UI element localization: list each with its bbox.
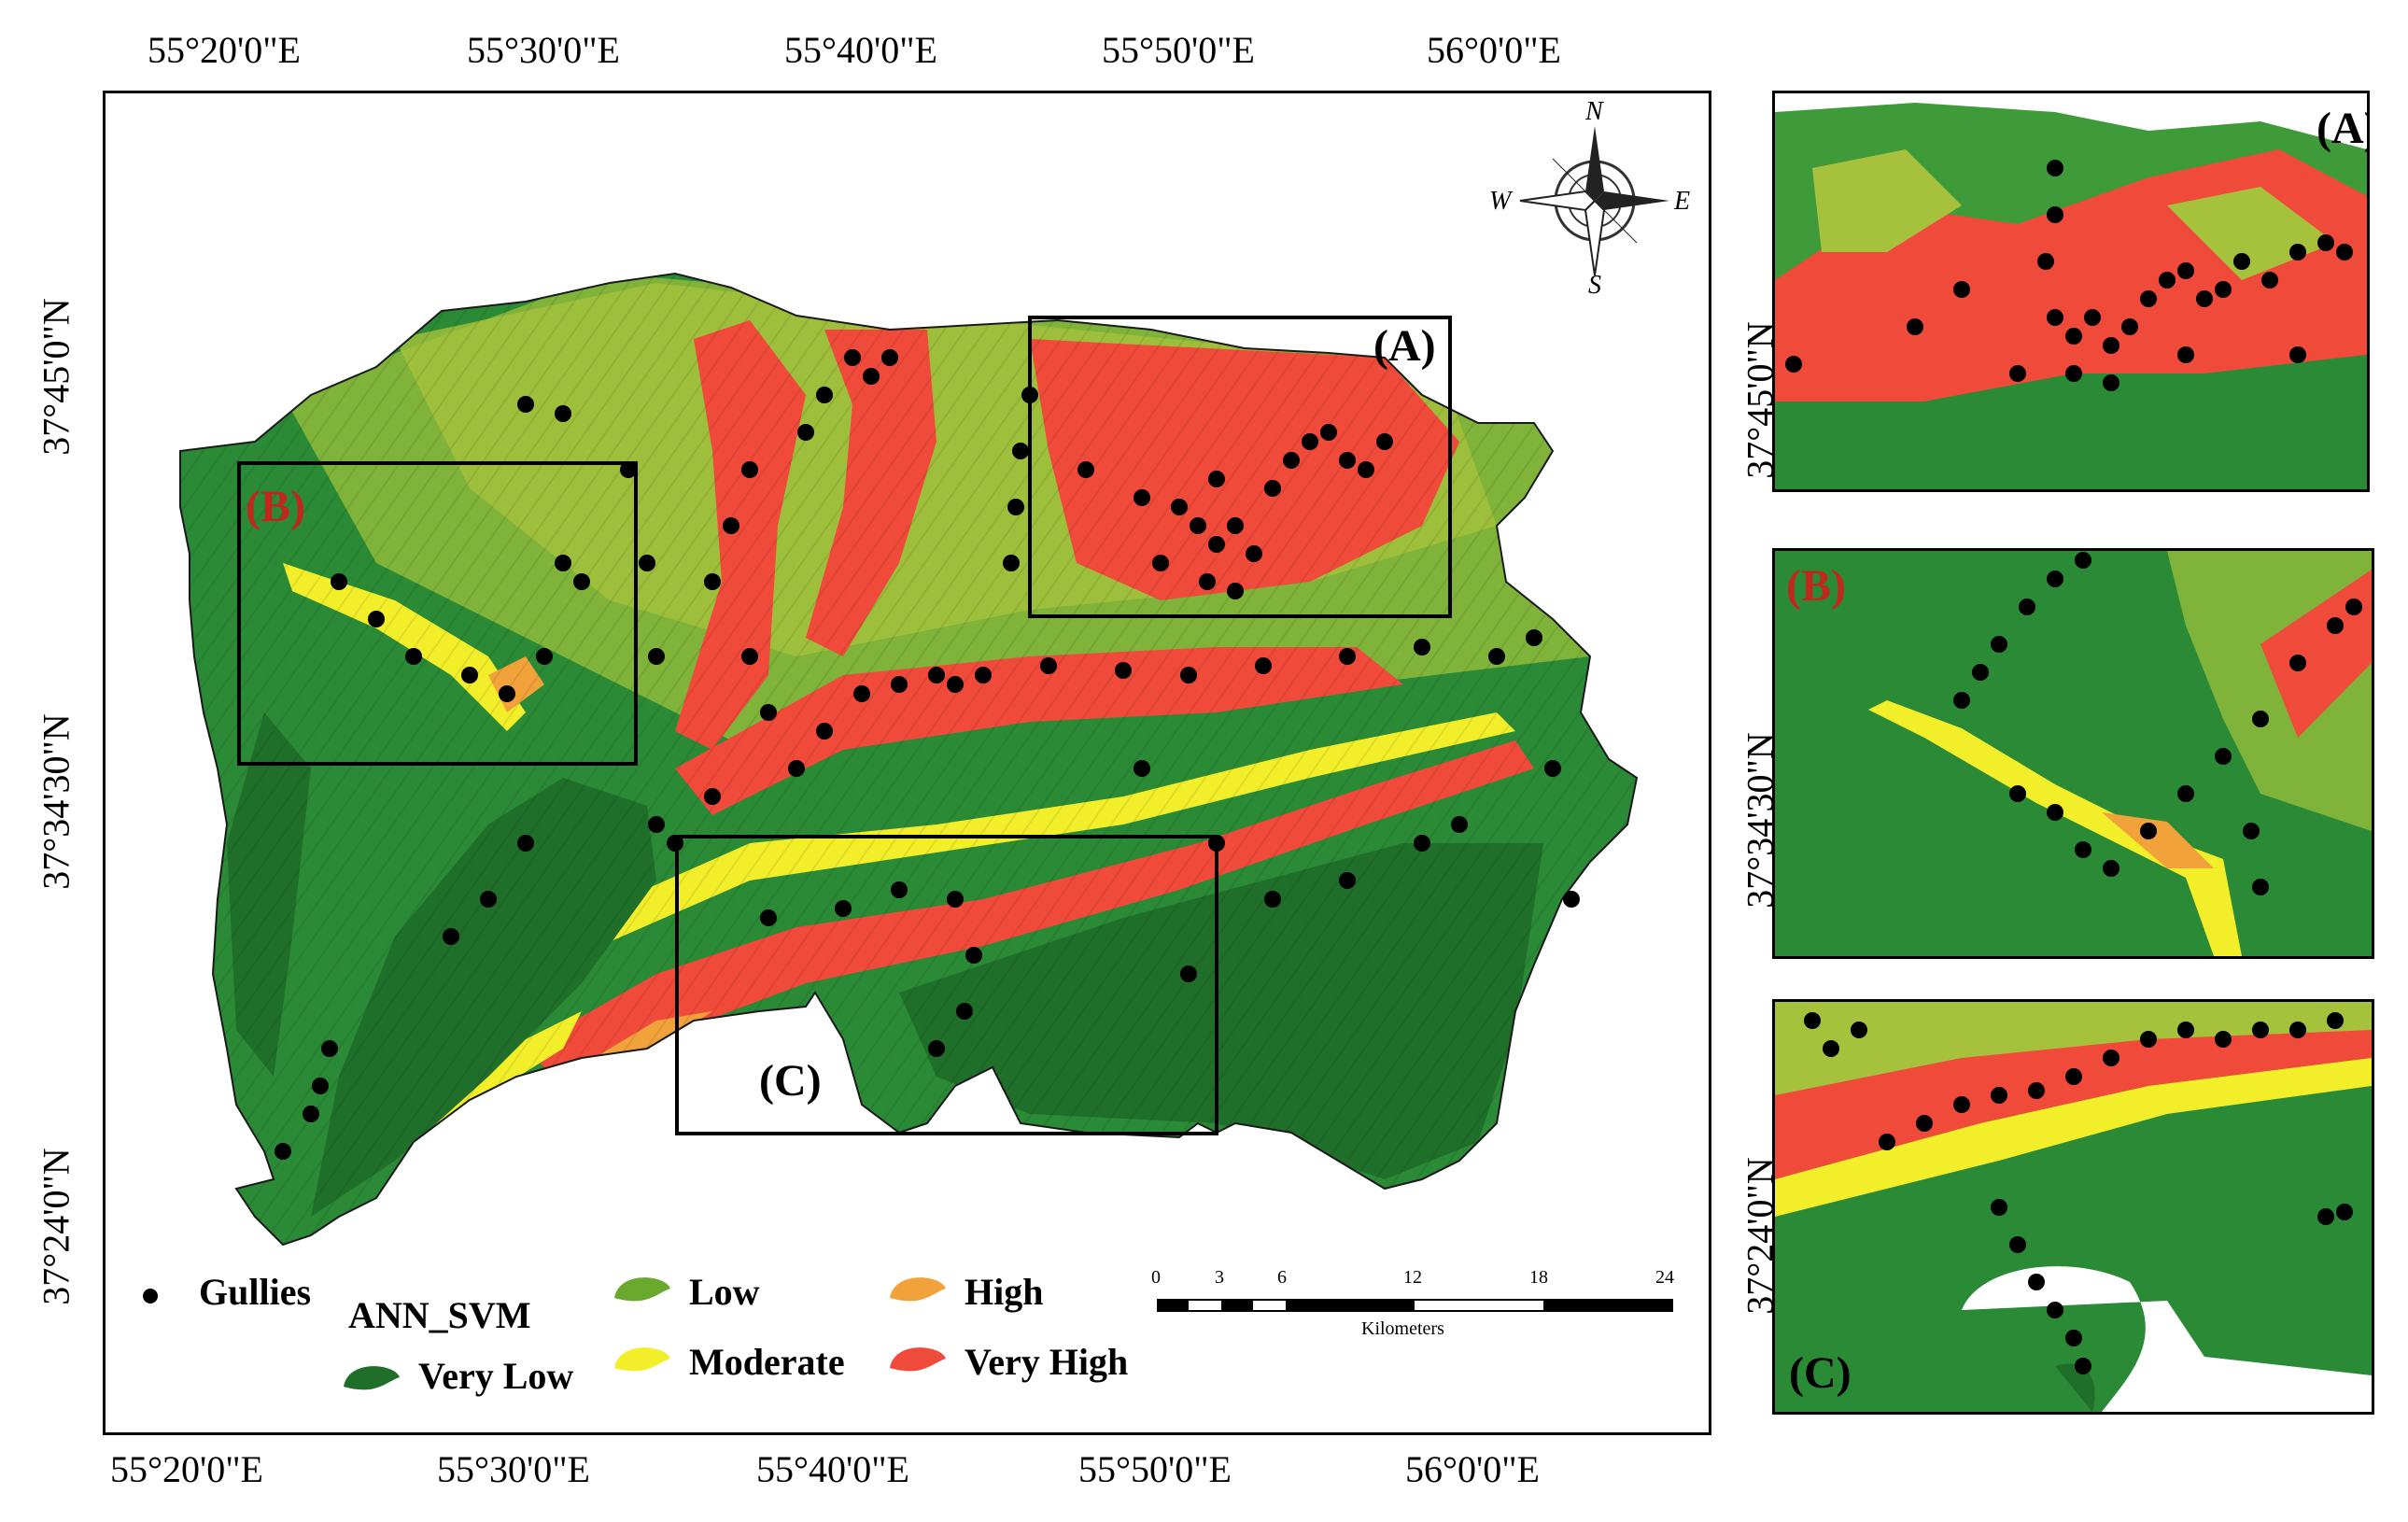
susceptibility-map (179, 273, 1638, 1246)
lon-label-bottom-1: 55°20'0"E (110, 1448, 263, 1490)
scale-tick-24: 24 (1655, 1267, 1674, 1288)
compass-n: N (1585, 97, 1603, 126)
inset-a-label: (A) (2316, 104, 2367, 153)
legend-gullies-label: Gullies (199, 1271, 312, 1313)
main-map-frame: (A) (B) (C) N E S W Gullies ANN_SVM Very… (103, 91, 1711, 1435)
gully-point-icon (143, 1289, 158, 1304)
legend-low-label: Low (689, 1271, 760, 1313)
lon-label-top-1: 55°20'0"E (148, 29, 301, 71)
region-box-a-label: (A) (1373, 321, 1436, 371)
legend-very-high-label: Very High (965, 1341, 1129, 1383)
scale-unit-label: Kilometers (1361, 1318, 1444, 1339)
legend-model-title: ANN_SVM (348, 1294, 531, 1336)
lon-label-bottom-2: 55°30'0"E (437, 1448, 590, 1490)
lon-label-top-3: 55°40'0"E (784, 29, 937, 71)
lon-label-top-2: 55°30'0"E (467, 29, 620, 71)
inset-c-map (1775, 1002, 2372, 1412)
scale-tick-12: 12 (1403, 1267, 1422, 1288)
legend-swatch-very-low (344, 1366, 400, 1390)
legend-swatch-moderate (614, 1347, 670, 1372)
scale-bar-graphic (1157, 1299, 1673, 1312)
region-box-c (675, 835, 1218, 1135)
scale-tick-18: 18 (1529, 1267, 1548, 1288)
compass-s: S (1588, 271, 1601, 300)
inset-c-frame: (C) (1772, 999, 2374, 1415)
region-box-b (237, 461, 638, 766)
lat-label-left-1: 37°45'0"N (35, 298, 77, 456)
compass-rose-icon: N E S W (1489, 97, 1693, 300)
lon-label-top-5: 56°0'0"E (1427, 29, 1561, 71)
legend-swatch-high (890, 1277, 946, 1302)
inset-b-map (1775, 551, 2372, 956)
inset-b-label: (B) (1786, 561, 1846, 611)
lon-label-top-4: 55°50'0"E (1102, 29, 1255, 71)
lon-label-bottom-3: 55°40'0"E (756, 1448, 909, 1490)
lon-label-bottom-5: 56°0'0"E (1405, 1448, 1540, 1490)
legend-high-label: High (965, 1271, 1044, 1313)
scale-tick-3: 3 (1215, 1267, 1224, 1288)
scale-tick-0: 0 (1151, 1267, 1161, 1288)
region-box-b-label: (B) (246, 482, 305, 531)
lat-label-left-3: 37°24'0"N (35, 1148, 77, 1305)
lon-label-bottom-4: 55°50'0"E (1078, 1448, 1232, 1490)
gully-points (275, 349, 1580, 1160)
legend-swatch-very-high (890, 1347, 946, 1372)
inset-a-map (1775, 93, 2367, 489)
lat-label-left-2: 37°34'30"N (35, 713, 77, 890)
basin-surface (180, 274, 1637, 1245)
inset-a-frame: (A) (1772, 91, 2370, 492)
scale-tick-6: 6 (1277, 1267, 1287, 1288)
inset-b-frame: (B) (1772, 548, 2374, 959)
region-box-a (1028, 316, 1452, 618)
inset-c-label: (C) (1789, 1348, 1852, 1398)
compass-e: E (1674, 187, 1691, 216)
compass-w: W (1489, 187, 1512, 216)
legend-swatch-low (614, 1277, 670, 1302)
legend-moderate-label: Moderate (689, 1341, 845, 1383)
region-box-c-label: (C) (759, 1056, 822, 1106)
legend-very-low-label: Very Low (418, 1355, 574, 1397)
